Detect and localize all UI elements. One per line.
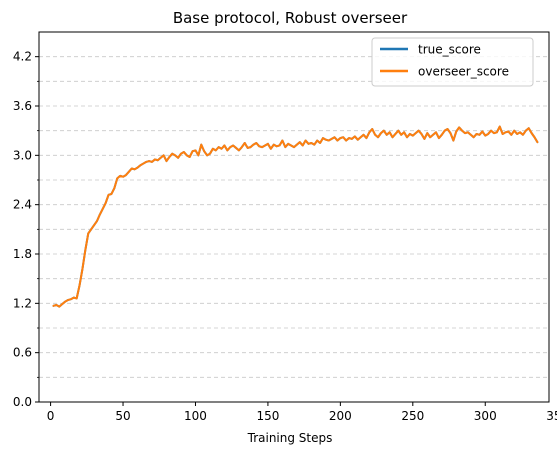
x-tick-label: 100	[184, 409, 207, 423]
y-tick-label: 2.4	[13, 198, 32, 212]
y-tick-label: 1.8	[13, 247, 32, 261]
y-tick-label: 0.6	[13, 346, 32, 360]
x-tick-label: 200	[329, 409, 352, 423]
plot-frame	[38, 31, 550, 403]
x-tick-label: 350	[546, 409, 557, 423]
grid-lines	[39, 56, 549, 378]
x-tick-label: 0	[47, 409, 55, 423]
series-lines	[52, 125, 539, 308]
chart-title: Base protocol, Robust overseer	[173, 9, 408, 27]
series-line-true-score	[52, 125, 539, 308]
y-tick-label: 0.0	[13, 395, 32, 409]
x-tick-label: 300	[474, 409, 497, 423]
x-axis-label: Training Steps	[247, 431, 333, 445]
y-tick-label: 4.2	[13, 50, 32, 64]
legend-label-overseer-score: overseer_score	[418, 65, 509, 79]
y-tick-label: 1.2	[13, 296, 32, 310]
x-tick-label: 150	[256, 409, 279, 423]
x-tick-label: 250	[401, 409, 424, 423]
series-line-overseer-score	[52, 125, 539, 308]
axes: 0.0 0.6 1.2 1.8 2.4 3.0 3.6 4.2 0 50 100 150 200 250 3…	[13, 50, 557, 423]
x-tick-label: 50	[115, 409, 130, 423]
legend-box	[371, 37, 534, 87]
y-tick-label: 3.6	[13, 99, 32, 113]
y-tick-label: 3.0	[13, 148, 32, 162]
legend-label-true-score: true_score	[418, 43, 481, 57]
legend: true_score overseer_score	[371, 37, 534, 87]
